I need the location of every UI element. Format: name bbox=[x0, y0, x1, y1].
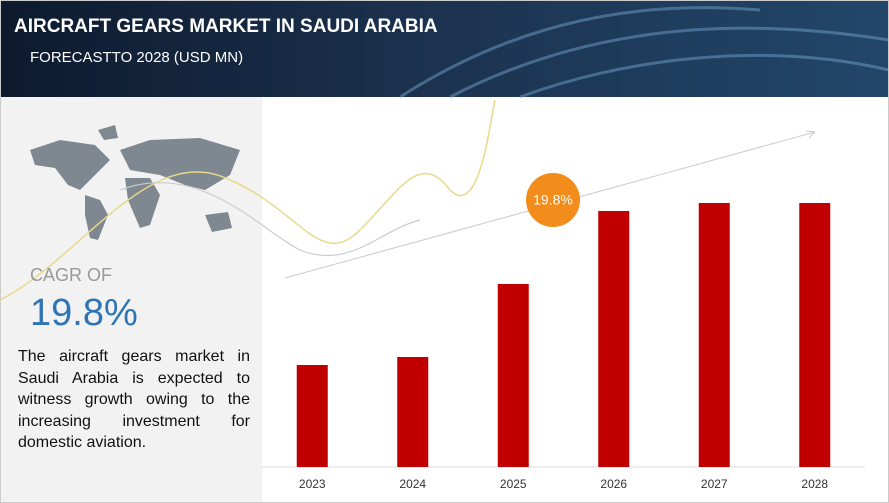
x-tick-label: 2028 bbox=[801, 477, 828, 491]
x-tick-label: 2025 bbox=[500, 477, 527, 491]
chart-title: AIRCRAFT GEARS MARKET IN SAUDI ARABIA bbox=[14, 16, 438, 37]
decorative-curve bbox=[0, 99, 496, 301]
description: The aircraft gears market in Saudi Arabi… bbox=[18, 348, 250, 451]
decorative-curve bbox=[119, 182, 421, 256]
bar bbox=[698, 203, 730, 467]
header-bg bbox=[0, 0, 889, 97]
bar bbox=[598, 211, 630, 467]
cagr-badge-label: 19.8% bbox=[533, 192, 573, 208]
trend-arrow-head bbox=[805, 130, 816, 139]
x-tick-label: 2023 bbox=[299, 477, 326, 491]
x-tick-label: 2024 bbox=[399, 477, 426, 491]
bar bbox=[296, 365, 328, 467]
cagr-label: CAGR OF bbox=[30, 265, 113, 285]
x-tick-label: 2027 bbox=[701, 477, 728, 491]
world-map bbox=[30, 125, 240, 240]
bar bbox=[799, 203, 831, 467]
chart-subtitle: FORECASTTO 2028 (USD MN) bbox=[30, 49, 243, 66]
cagr-badge bbox=[526, 173, 580, 227]
header-decoration bbox=[399, 6, 889, 99]
bar bbox=[497, 284, 529, 467]
cagr-value: 19.8% bbox=[30, 292, 138, 334]
x-tick-label: 2026 bbox=[600, 477, 627, 491]
bar bbox=[397, 357, 429, 467]
